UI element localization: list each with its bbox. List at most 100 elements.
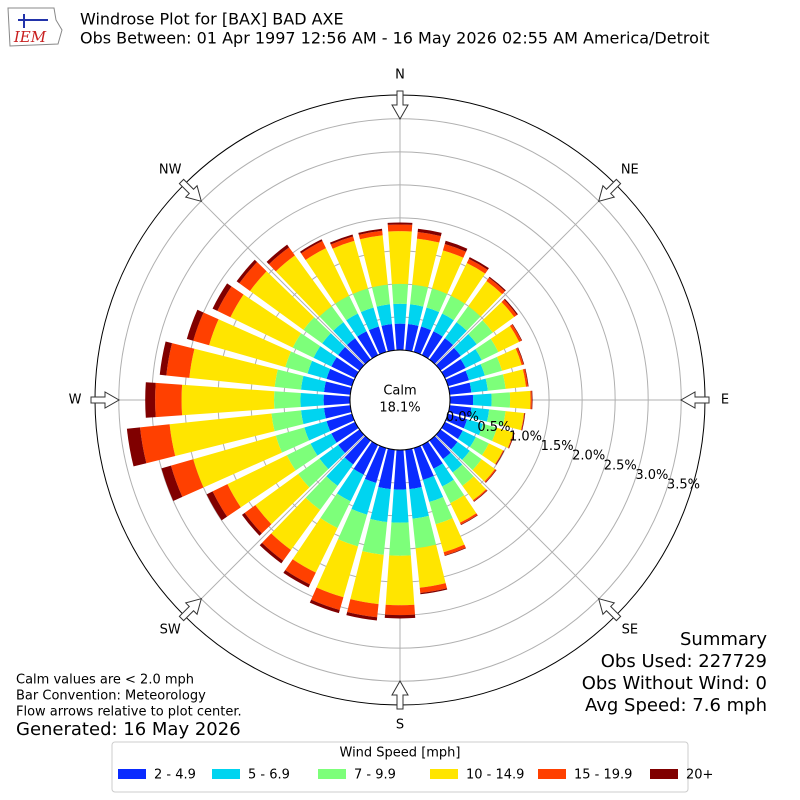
wind-bar [421,307,440,331]
x-tick-label: N [395,68,405,83]
wind-bar [320,493,351,529]
wind-bar [417,228,442,237]
wind-bar [259,542,284,564]
wind-bar [421,441,443,469]
chart-subtitle: Obs Between: 01 Apr 1997 12:56 AM - 16 M… [80,29,710,48]
wind-bar [286,443,318,471]
summary-line: Obs Without Wind: 0 [582,673,767,694]
calm-circle [349,349,451,451]
wind-bar [169,413,275,457]
legend-swatch [118,769,146,779]
wind-bar [370,486,391,522]
wind-bar [275,427,310,453]
r-tick-label: 1.0% [509,429,542,444]
wind-bar [473,490,488,502]
calm-label: Calm [383,384,416,399]
wind-bar [326,368,355,387]
wind-bar [384,614,416,619]
wind-bar [353,441,379,475]
wind-bar [416,232,441,243]
wind-bar [323,381,352,395]
wind-bar [509,324,522,342]
wind-bar [480,356,503,376]
wind-bar [435,518,465,553]
wind-bar [319,444,346,470]
wind-bar [384,604,416,616]
wind-bar [435,429,458,450]
wind-bar [271,497,321,551]
wind-bar [496,348,522,371]
wind-bar [422,475,444,503]
wind-bar [495,450,504,465]
wind-bar [283,570,311,588]
wind-bar [431,250,464,294]
wind-bar [244,505,272,534]
wind-bar [303,317,331,344]
flow-arrow [178,597,203,622]
wind-bar [433,463,454,487]
legend-swatch [538,769,566,779]
wind-bar [338,509,368,547]
wind-bar [359,235,388,288]
wind-bar [521,413,526,431]
wind-bar [357,331,379,359]
legend-swatch [430,769,458,779]
wind-bar [508,432,515,449]
wind-bar [502,411,524,431]
wind-bar [391,283,409,304]
x-tick-label: SW [160,622,181,637]
wind-bar [371,284,390,307]
flow-arrow-shape [597,597,622,622]
wind-bar [275,255,332,317]
wind-bar [310,433,337,456]
flow-arrow-shape [391,90,409,121]
wind-bar [486,409,506,426]
wind-bar [193,312,219,346]
wind-bar [330,236,355,249]
wind-bar [209,319,291,368]
wind-bar [462,450,482,471]
grid-spoke [183,435,365,617]
wind-bar [387,222,413,225]
r-tick-label: 1.5% [541,439,574,454]
wind-bar [393,449,407,490]
wind-bar [145,382,156,418]
wind-bar [445,370,470,387]
wind-bar [255,474,310,525]
legend-swatch [212,769,240,779]
wind-bar [329,234,354,245]
wind-bar [364,445,387,483]
wind-bar [309,599,340,614]
wind-bar [442,479,465,504]
wind-bar [413,445,434,480]
wind-bar [452,464,474,486]
wind-bar [326,413,355,432]
wind-bar [186,309,204,341]
wind-bar [391,489,409,523]
wind-bar [155,382,183,418]
wind-bar [393,303,407,324]
wind-bar [412,238,440,288]
wind-bar [460,349,482,368]
wind-bar [140,424,176,464]
wind-bar [509,390,531,410]
wind-bar [405,323,419,352]
legend-label: 7 - 9.9 [354,768,396,783]
wind-bar [491,392,511,408]
wind-bar [472,489,488,502]
flow-arrow-shape [597,178,622,203]
wind-bar [465,364,485,381]
wind-bar [298,458,329,488]
legend-swatch [650,769,678,779]
wind-bar [501,299,517,318]
wind-bar [236,259,258,284]
wind-bar [456,306,481,331]
wind-bar [358,228,383,235]
wind-bar [388,231,412,285]
wind-bar [450,263,486,304]
wind-bar [239,262,267,292]
wind-bar [482,301,515,333]
wind-bar [227,455,296,508]
wind-bar [412,515,437,549]
wind-bar [322,333,346,356]
